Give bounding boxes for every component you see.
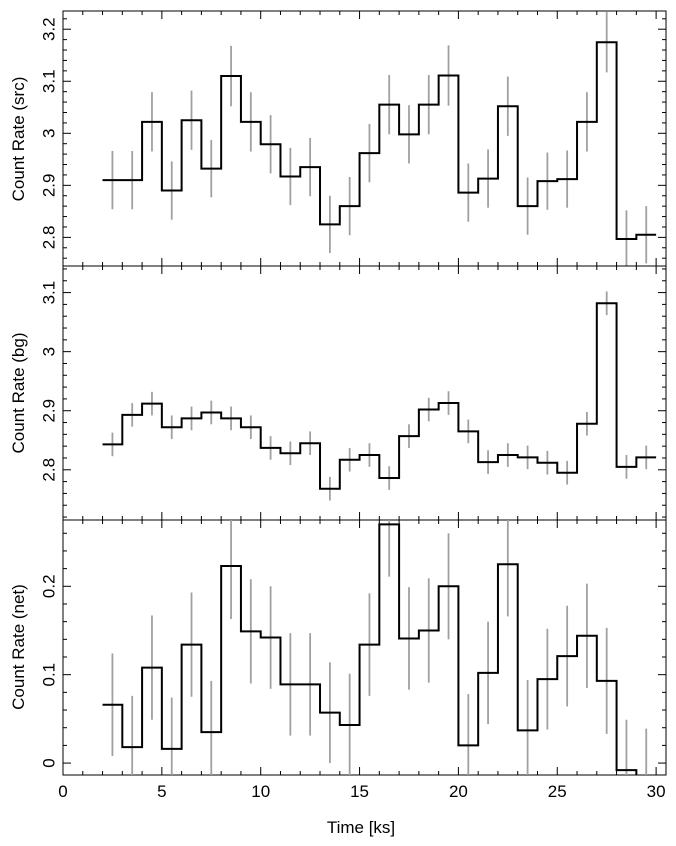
xtick-label: 10 — [251, 782, 270, 801]
panel-src: Count Rate (src) 2.8 2.9 3 3.1 3.2 — [9, 10, 667, 267]
ylabel-bg: Count Rate (bg) — [9, 333, 28, 454]
ytick-label-net: 0.2 — [40, 574, 59, 598]
ytick-label-src: 3 — [40, 129, 59, 138]
step-line-bg — [102, 302, 657, 490]
ytick-label-src: 2.8 — [40, 226, 59, 250]
ytick-label-src: 2.9 — [40, 174, 59, 198]
ytick-label-net: 0 — [40, 758, 59, 767]
panel-net: Count Rate (net) 0 0.1 0.2 0 5 10 15 20 25 30 — [9, 519, 667, 801]
ytick-label-bg: 3.1 — [40, 281, 59, 305]
ytick-label-src: 3.2 — [40, 17, 59, 41]
ylabel-src: Count Rate (src) — [9, 77, 28, 202]
ytick-label-net: 0.1 — [40, 663, 59, 687]
data-layer-bg — [102, 291, 657, 501]
panel-bg: Count Rate (bg) 2.8 2.9 3 3.1 — [9, 265, 667, 521]
xtick-label: 5 — [157, 782, 166, 801]
ylabel-net: Count Rate (net) — [9, 584, 28, 710]
plot-frame-net — [62, 519, 667, 776]
data-layer-src — [102, 12, 657, 266]
ytick-label-bg: 3 — [40, 347, 59, 356]
data-layer-net — [102, 520, 648, 775]
xtick-label: 0 — [58, 782, 67, 801]
xtick-label: 15 — [350, 782, 369, 801]
step-line-src — [102, 41, 657, 240]
plot-frame-src — [62, 10, 667, 267]
xtick-label: 25 — [548, 782, 567, 801]
ytick-label-bg: 2.9 — [40, 399, 59, 423]
xtick-label: 20 — [449, 782, 468, 801]
ytick-label-bg: 2.8 — [40, 458, 59, 482]
step-line-net — [102, 523, 638, 775]
xtick-label: 30 — [647, 782, 666, 801]
ytick-label-src: 3.1 — [40, 69, 59, 93]
xlabel-time: Time [ks] — [327, 818, 395, 837]
plot-frame-bg — [62, 265, 667, 521]
